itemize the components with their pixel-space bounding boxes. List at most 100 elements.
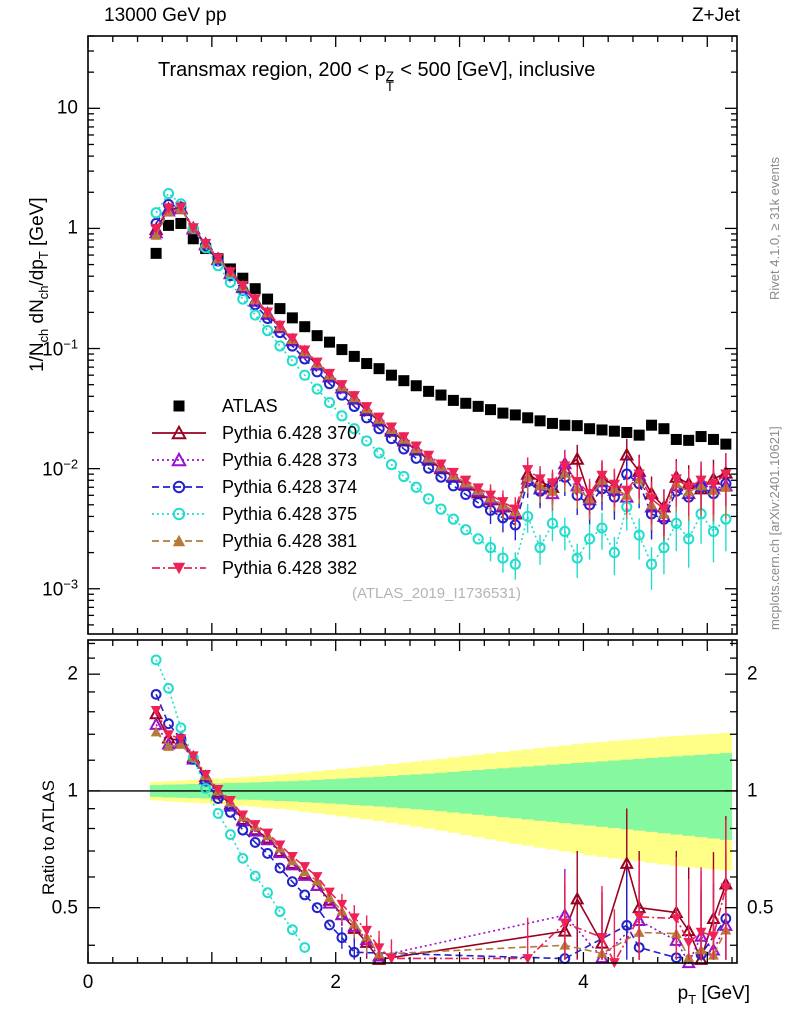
legend-item-pythia-6-428-370[interactable]: Pythia 6.428 370 (150, 419, 357, 446)
data-point (212, 253, 224, 264)
data-point (645, 494, 658, 505)
data-point (559, 918, 571, 929)
data-point (645, 558, 658, 570)
xaxis-label-sub: T (688, 991, 697, 1007)
legend-label: Pythia 6.428 375 (222, 503, 358, 524)
data-point (423, 450, 435, 461)
data-point (460, 397, 472, 409)
data-point (596, 933, 608, 943)
data-point (534, 474, 546, 485)
data-point (695, 431, 707, 443)
legend-item-pythia-6-428-373[interactable]: Pythia 6.428 373 (150, 446, 357, 473)
ratio-ytick-right-1: 1 (747, 780, 758, 802)
data-point (546, 417, 558, 429)
legend: ATLAS Pythia 6.428 370 Pythia 6.428 373 Pyt… (150, 392, 357, 581)
data-point (150, 247, 162, 259)
legend-marker-circle-open (152, 507, 206, 520)
data-point (172, 507, 186, 520)
legend-marker-square (173, 400, 185, 411)
legend-marker-tri-up-fill (152, 534, 206, 546)
data-point (324, 887, 335, 898)
data-point (150, 654, 162, 666)
data-point (410, 441, 422, 452)
data-point (584, 488, 596, 500)
data-point (596, 424, 608, 436)
data-point (720, 883, 732, 894)
data-point (286, 333, 298, 344)
data-point (262, 293, 274, 305)
data-point (150, 706, 162, 716)
data-point (311, 872, 323, 882)
data-point (373, 363, 385, 375)
legend-item-pythia-6-428-374[interactable]: Pythia 6.428 374 (150, 473, 357, 500)
data-point (546, 517, 559, 530)
data-point (423, 385, 435, 397)
data-point (348, 391, 360, 402)
data-point (262, 828, 273, 839)
data-point (447, 467, 459, 479)
ratio-ytick-left-2: 0.5 (51, 897, 78, 919)
legend-item-pythia-6-428-382[interactable]: Pythia 6.428 382 (150, 554, 357, 581)
data-point (311, 330, 323, 342)
data-point (720, 438, 732, 450)
data-point (162, 187, 175, 200)
legend-item-pythia-6-428-381[interactable]: Pythia 6.428 381 (150, 527, 357, 554)
data-point (262, 887, 273, 899)
data-point (608, 546, 620, 559)
data-point (571, 552, 583, 564)
data-point (683, 937, 695, 948)
data-point (249, 309, 261, 321)
legend-label: Pythia 6.428 373 (222, 449, 358, 470)
data-point (559, 525, 571, 538)
data-point (435, 459, 447, 470)
data-point (472, 483, 484, 494)
data-point (249, 870, 261, 882)
data-point (619, 856, 634, 869)
data-point (509, 409, 521, 421)
data-point (173, 400, 185, 411)
data-point (225, 806, 236, 818)
data-point (708, 931, 719, 942)
data-point (323, 368, 336, 380)
data-point (497, 407, 509, 419)
data-point (398, 432, 410, 443)
header-right-process: Z+Jet (691, 5, 740, 26)
data-point (584, 423, 596, 435)
data-point (171, 424, 187, 439)
data-point (187, 223, 199, 234)
data-point (336, 899, 348, 910)
data-point (225, 795, 236, 806)
data-point (324, 336, 336, 348)
data-point (497, 552, 509, 564)
data-point (274, 840, 286, 851)
data-point (485, 404, 497, 416)
data-point (571, 420, 583, 432)
data-point (484, 542, 497, 554)
data-point (150, 223, 162, 235)
data-point (348, 423, 360, 435)
data-point (286, 876, 298, 888)
ratio-panel-frame (87, 639, 738, 964)
data-point (200, 770, 212, 780)
ratio-ytick-right-2: 0.5 (747, 897, 774, 919)
legend-item-atlas[interactable]: ATLAS (150, 392, 357, 419)
legend-item-pythia-6-428-375[interactable]: Pythia 6.428 375 (150, 500, 357, 527)
data-point (707, 525, 720, 538)
data-point (348, 946, 360, 958)
data-point (371, 951, 387, 965)
data-point (373, 423, 385, 435)
data-point (670, 517, 682, 530)
data-point (447, 480, 459, 492)
data-point (633, 469, 645, 480)
data-point (435, 503, 447, 515)
data-point (249, 820, 261, 830)
legend-marker-tri-up-open (152, 451, 206, 466)
legend-label: ATLAS (222, 395, 278, 416)
data-point (584, 533, 596, 545)
main-ytick-4: 10−3 (42, 576, 78, 601)
data-point (460, 475, 472, 486)
data-point (385, 422, 398, 433)
data-point (150, 688, 162, 700)
data-point (249, 294, 261, 305)
data-point (150, 207, 162, 219)
